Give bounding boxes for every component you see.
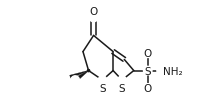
Polygon shape	[77, 71, 89, 80]
Circle shape	[144, 84, 152, 92]
Text: S: S	[99, 84, 106, 94]
Circle shape	[144, 67, 152, 75]
Text: S: S	[144, 66, 151, 76]
Text: S: S	[119, 84, 125, 94]
Text: O: O	[144, 83, 152, 93]
Circle shape	[144, 50, 152, 58]
Circle shape	[88, 70, 89, 72]
Circle shape	[98, 76, 107, 85]
Circle shape	[88, 70, 90, 72]
Circle shape	[88, 70, 89, 72]
Polygon shape	[70, 71, 89, 79]
Circle shape	[118, 76, 126, 85]
Text: O: O	[89, 7, 98, 17]
Circle shape	[157, 67, 165, 75]
Text: NH₂: NH₂	[163, 66, 183, 76]
Circle shape	[89, 14, 98, 23]
Circle shape	[71, 76, 80, 85]
Text: O: O	[144, 49, 152, 59]
